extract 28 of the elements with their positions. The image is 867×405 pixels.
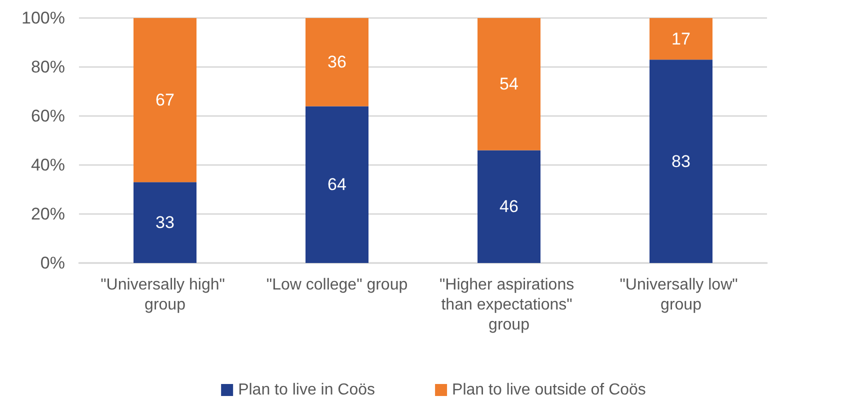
data-label: 54 [500,74,518,94]
bar [650,60,712,263]
legend-label: Plan to live outside of Coös [452,382,646,398]
data-label: 36 [328,52,346,72]
x-tick-label: "Higher aspirations than expectations" group [439,276,579,334]
data-label: 46 [500,197,518,216]
y-tick-label: 100% [22,8,65,28]
data-label: 17 [672,29,690,48]
bar [478,18,540,150]
y-tick-label: 0% [40,254,65,272]
y-tick-label: 60% [30,106,65,126]
x-tick-label: "Universally low" group [620,276,742,314]
data-label: 83 [672,152,690,171]
x-tick-label: "Low college" group [266,276,408,294]
bar [306,106,368,263]
y-tick-label: 40% [30,156,65,174]
x-tick-label: "Universally high" group [100,276,230,314]
data-label: 67 [156,90,174,110]
bar [134,182,196,263]
y-tick-label: 80% [30,58,65,76]
y-tick-label: 20% [30,204,65,224]
legend-label: Plan to live in Coös [238,382,376,398]
data-label: 33 [156,213,174,232]
bar [478,150,540,263]
bar [650,18,712,60]
bar [306,18,368,106]
data-label: 64 [328,175,346,194]
bar [134,18,196,182]
